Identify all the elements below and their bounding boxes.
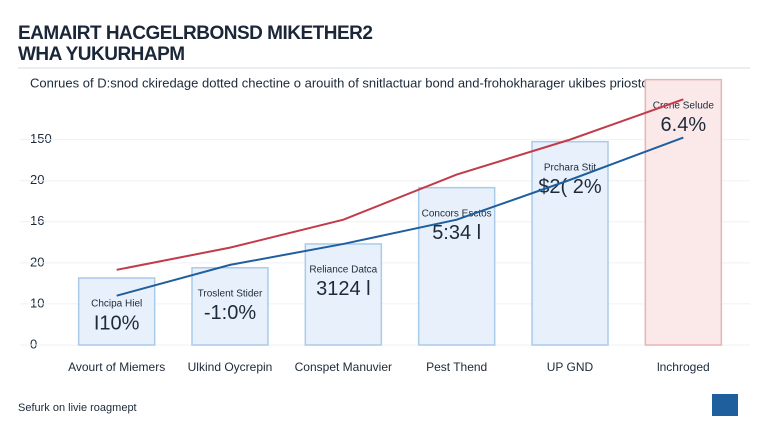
y-tick-label: 16 <box>30 213 44 228</box>
y-tick-label: 10 <box>30 295 44 310</box>
bar <box>191 267 269 346</box>
bar-annotation-label: 3124 l <box>316 278 371 300</box>
x-tick-label: Avourt of Miemers <box>68 360 165 374</box>
bar-annotation-title: Concors Esctos <box>422 208 492 219</box>
bar-annotation-title: Chcipa Hiel <box>91 299 142 310</box>
bar <box>417 186 496 346</box>
bar-annotation-title: Prchara Stit <box>544 162 596 173</box>
y-tick-label: 20 <box>30 254 44 269</box>
x-tick-label: lnchroged <box>657 360 710 374</box>
bar-annotation-title: Reliance Datca <box>309 265 377 276</box>
footer: Sefurk on livie roagmept <box>18 402 137 414</box>
x-tick-label: Conspet Manuvier <box>295 360 392 374</box>
chart-subtitle: Conrues of D:snod ckiredage dotted chect… <box>30 75 656 90</box>
chart-title-line2: WHA YUKURHAPM <box>18 44 185 65</box>
chart-title: EAMAIRT HACGELRBONSD MIKETHER2 <box>18 23 372 44</box>
x-tick-label: Pest Thend <box>426 360 487 374</box>
y-tick-label: 20 <box>30 172 44 187</box>
bar <box>644 78 723 346</box>
line <box>116 136 684 297</box>
bar-annotation-label: -1:0% <box>204 302 256 324</box>
x-tick-label: UP GND <box>547 360 594 374</box>
bar-annotation-label: 5:34 l <box>432 222 481 244</box>
bar-annotation-label: 6.4% <box>661 114 707 136</box>
bar-annotation-title: Troslent Stider <box>198 288 263 299</box>
bar-annotation-title: Crene Selude <box>653 100 715 111</box>
logo <box>712 394 738 416</box>
y-tick-label: 0 <box>30 336 37 351</box>
bar-annotation-label: I10% <box>94 312 140 334</box>
line <box>116 98 684 271</box>
x-tick-label: Ulkind Oycrepin <box>188 360 273 374</box>
y-tick-label: 150 <box>30 131 52 146</box>
bar <box>304 243 383 346</box>
bar-annotation-label: $2( 2% <box>538 176 602 198</box>
bar <box>531 140 609 346</box>
